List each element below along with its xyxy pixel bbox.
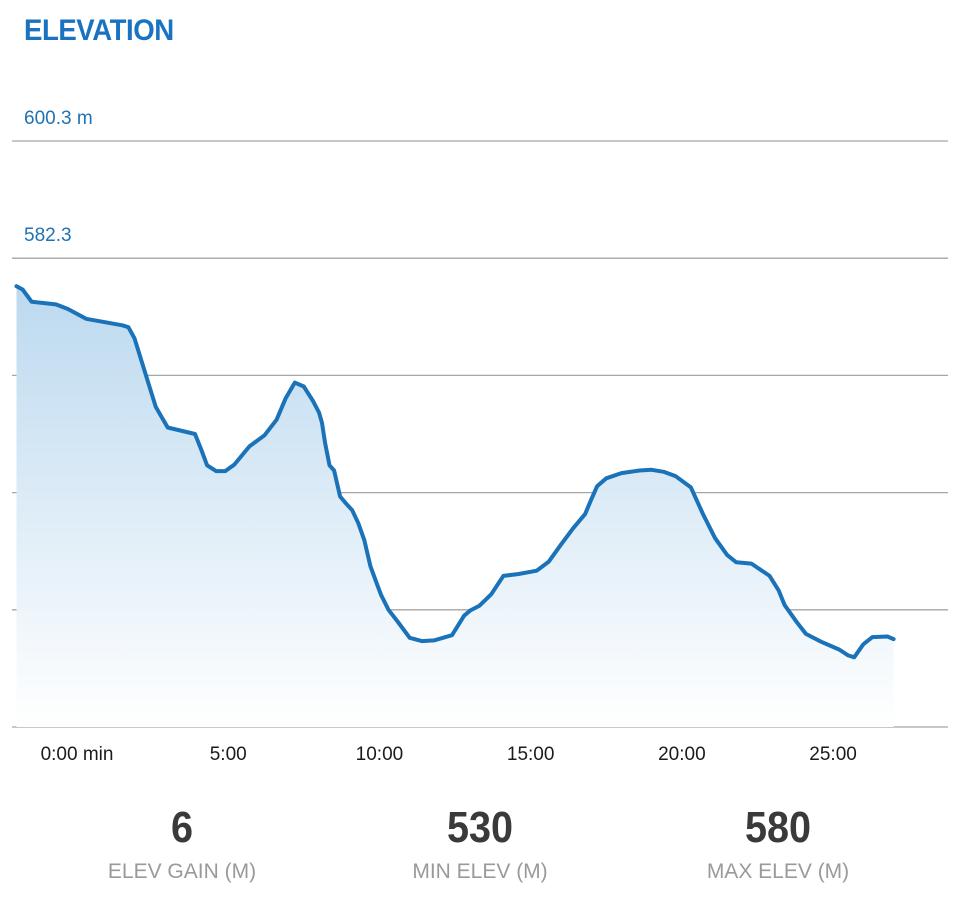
stats-row: 6 ELEV GAIN (M) 530 MIN ELEV (M) 580 MAX…	[0, 800, 960, 900]
chart-title: ELEVATION	[24, 14, 174, 47]
stat-label: ELEV GAIN (M)	[107, 860, 257, 883]
stat-value: 530	[446, 803, 514, 852]
stat-value: 580	[744, 803, 812, 852]
stat-value: 6	[170, 803, 194, 852]
y-tick-label: 600.3 m	[24, 108, 93, 129]
elevation-area	[16, 286, 894, 727]
x-tick-label: 25:00	[809, 744, 857, 765]
x-tick-label: 20:00	[658, 744, 706, 765]
stat-elev-gain: 6 ELEV GAIN (M)	[52, 800, 312, 886]
stat-max-elev: 580 MAX ELEV (M)	[648, 800, 908, 886]
x-tick-label: 15:00	[507, 744, 555, 765]
x-tick-label: 0:00 min	[41, 744, 114, 765]
x-tick-label: 10:00	[356, 744, 404, 765]
x-axis-labels: 0:00 min 5:00 10:00 15:00 20:00 25:00	[41, 744, 857, 765]
elevation-line	[14, 284, 896, 660]
x-tick-label: 5:00	[210, 744, 247, 765]
stat-label: MIN ELEV (M)	[412, 860, 548, 883]
stat-min-elev: 530 MIN ELEV (M)	[350, 800, 610, 886]
y-tick-label: 582.3	[24, 225, 72, 246]
stat-label: MAX ELEV (M)	[706, 860, 850, 883]
